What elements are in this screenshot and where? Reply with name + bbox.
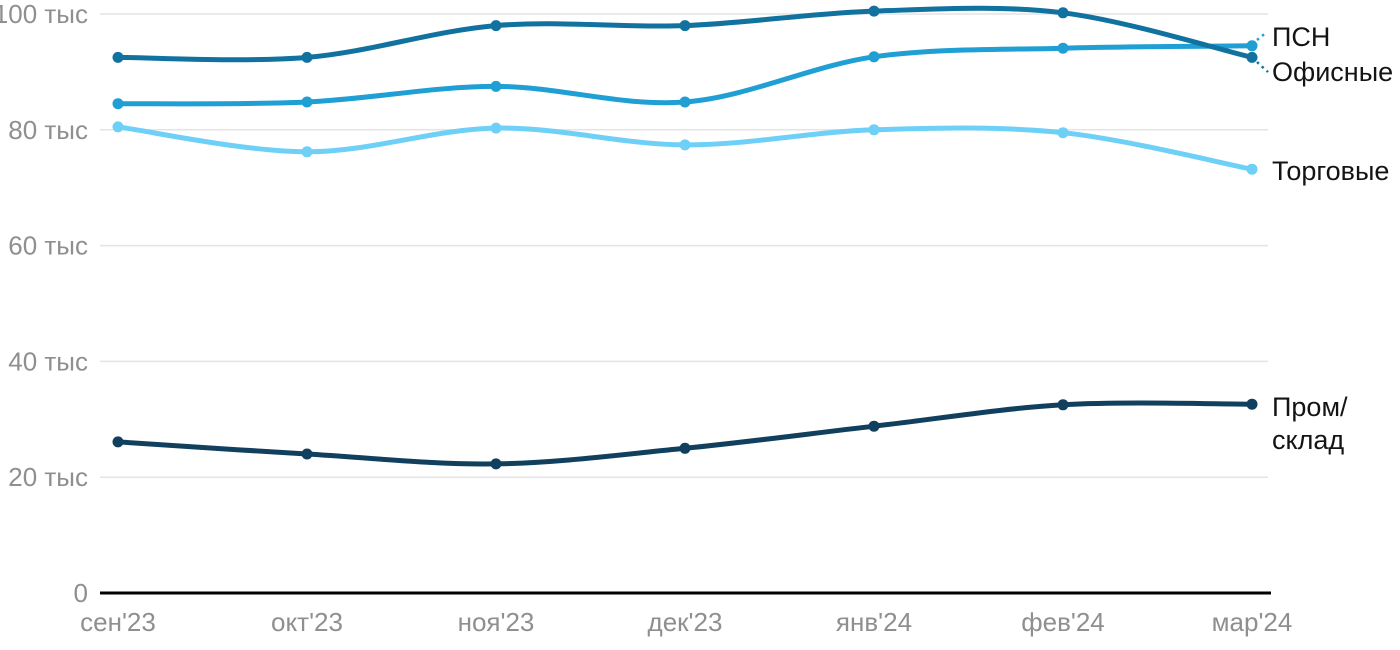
y-tick-label-20: 20 тыс: [8, 462, 88, 492]
series-label-offices: Офисные: [1272, 57, 1393, 87]
data-point-offices-2: [490, 20, 502, 32]
series-line-industrial: [115, 400, 1255, 467]
x-tick-label-6: мар'24: [1212, 607, 1293, 637]
data-point-industrial-5: [1057, 399, 1069, 411]
data-point-offices-5: [1057, 7, 1069, 19]
series-label-retail: Торговые: [1272, 156, 1389, 186]
series-label-industrial: Пром/склад: [1272, 392, 1348, 455]
data-point-retail-1: [301, 146, 313, 158]
data-point-psn-1: [301, 96, 313, 108]
data-point-retail-2: [490, 122, 502, 134]
data-point-psn-6: [1246, 40, 1258, 52]
y-tick-label-100: 100 тыс: [0, 0, 88, 29]
data-point-retail-4: [868, 124, 880, 136]
series-line-offices: [115, 5, 1255, 63]
data-point-retail-3: [679, 139, 691, 151]
data-point-industrial-3: [679, 442, 691, 454]
data-point-psn-0: [112, 98, 124, 110]
leader-line-offices: [1256, 61, 1269, 73]
data-point-offices-1: [301, 51, 313, 63]
data-point-industrial-0: [112, 436, 124, 448]
data-point-offices-6: [1246, 51, 1258, 63]
y-tick-label-0: 0: [74, 578, 88, 608]
x-tick-label-0: сен'23: [80, 607, 156, 637]
series-line-psn: [115, 43, 1255, 107]
data-point-industrial-2: [490, 458, 502, 470]
x-tick-label-4: янв'24: [836, 607, 912, 637]
x-tick-label-3: дек'23: [648, 607, 723, 637]
data-point-psn-2: [490, 80, 502, 92]
x-tick-label-5: фев'24: [1021, 607, 1105, 637]
series-label-psn: ПСН: [1272, 22, 1330, 52]
data-point-psn-5: [1057, 42, 1069, 54]
x-tick-label-1: окт'23: [271, 607, 343, 637]
data-point-offices-0: [112, 51, 124, 63]
y-tick-label-80: 80 тыс: [8, 115, 88, 145]
data-point-industrial-4: [868, 420, 880, 432]
data-point-psn-3: [679, 96, 691, 108]
data-point-industrial-1: [301, 448, 313, 460]
y-tick-label-60: 60 тыс: [8, 231, 88, 261]
data-point-offices-4: [868, 5, 880, 17]
leader-line-psn: [1256, 31, 1268, 41]
x-tick-label-2: ноя'23: [458, 607, 535, 637]
data-point-retail-6: [1246, 163, 1258, 175]
data-point-retail-5: [1057, 127, 1069, 139]
data-point-offices-3: [679, 20, 691, 32]
data-point-industrial-6: [1246, 398, 1258, 410]
data-point-psn-4: [868, 51, 880, 63]
y-tick-label-40: 40 тыс: [8, 346, 88, 376]
data-point-retail-0: [112, 121, 124, 133]
